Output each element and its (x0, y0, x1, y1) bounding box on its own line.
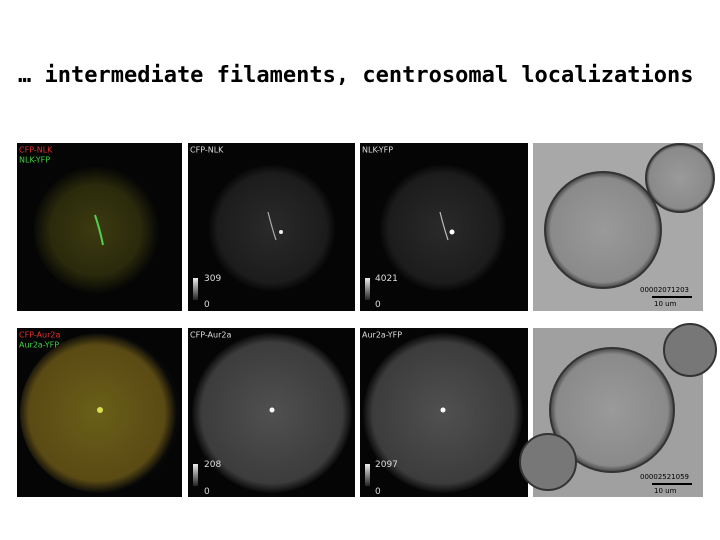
scale-max: 208 (204, 460, 221, 470)
channel-label: Aur2a-YFP (362, 331, 402, 340)
scale-max: 309 (204, 274, 221, 284)
channel-label: CFP-Aur2a (19, 331, 60, 340)
channel-label: NLK-YFP (19, 156, 50, 165)
row: CFP-Aur2a Aur2a-YFP CFP-Aur2a 208 0 Aur2… (17, 323, 717, 497)
scale-max: 2097 (375, 460, 398, 470)
scale-min: 0 (375, 300, 381, 310)
row: CFP-NLK NLK-YFP CFP-NLK 309 0 NLK-YFP 40… (17, 143, 715, 311)
scale-min: 0 (204, 487, 210, 497)
channel-label: CFP-Aur2a (190, 331, 231, 340)
timestamp: 00002521059 (640, 473, 689, 481)
channel-label: CFP-NLK (19, 146, 53, 155)
scale-max: 4021 (375, 274, 398, 284)
timestamp: 00002071203 (640, 286, 689, 294)
slide-title: … intermediate filaments, centrosomal lo… (18, 63, 694, 88)
channel-label: Aur2a-YFP (19, 341, 59, 350)
scale-min: 0 (204, 300, 210, 310)
scale-bar-label: 10 um (654, 300, 677, 308)
scale-bar-label: 10 um (654, 487, 677, 495)
channel-label: CFP-NLK (190, 146, 224, 155)
scale-min: 0 (375, 487, 381, 497)
channel-label: NLK-YFP (362, 146, 393, 155)
